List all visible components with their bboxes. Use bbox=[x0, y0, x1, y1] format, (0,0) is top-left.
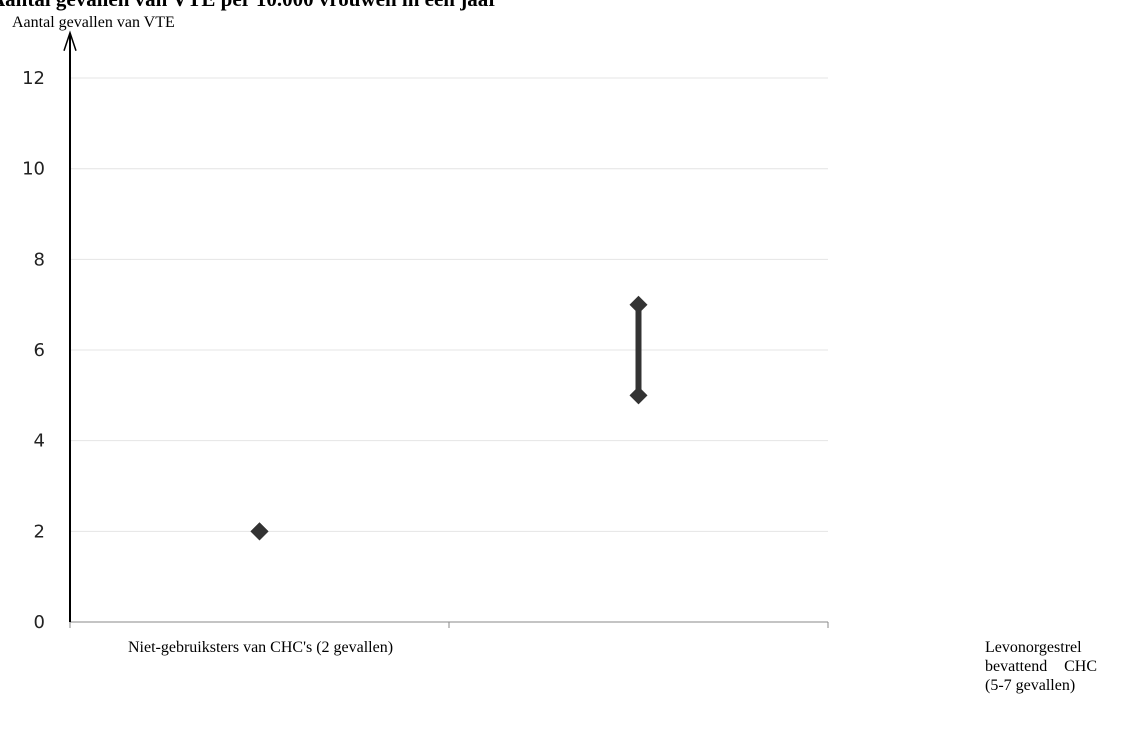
y-axis-label: Aantal gevallen van VTE bbox=[12, 14, 175, 31]
diamond-marker bbox=[250, 522, 269, 541]
y-tick-label: 2 bbox=[34, 521, 45, 542]
y-axis-arrow bbox=[63, 30, 77, 51]
chart-title: Aantal gevallen van VTE per 10.000 vrouw… bbox=[0, 0, 498, 11]
y-tick-label: 8 bbox=[34, 249, 45, 270]
y-tick-label: 12 bbox=[22, 68, 45, 89]
y-tick-label: 6 bbox=[34, 340, 45, 361]
y-tick-label: 4 bbox=[34, 431, 45, 452]
y-tick-label: 10 bbox=[22, 159, 45, 180]
x-tick-label: Levonorgestrel bevattend CHC (5-7 gevall… bbox=[985, 639, 1097, 694]
diamond-marker bbox=[629, 386, 648, 405]
diamond-marker bbox=[629, 295, 648, 314]
y-tick-label: 0 bbox=[34, 612, 45, 633]
x-tick-label: Niet-gebruiksters van CHC's (2 gevallen) bbox=[128, 639, 394, 656]
